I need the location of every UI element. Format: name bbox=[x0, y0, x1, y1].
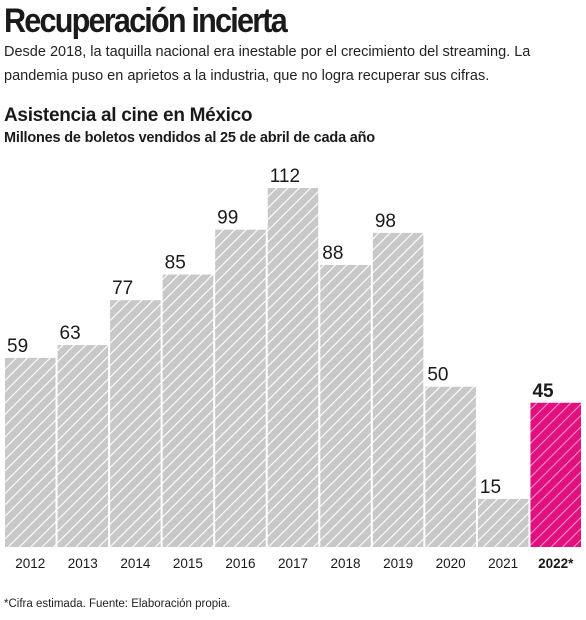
value-label-2017: 112 bbox=[270, 166, 300, 187]
x-tick-2022*: 2022* bbox=[538, 556, 574, 571]
bar-2022* bbox=[530, 402, 581, 547]
bar-2019 bbox=[372, 232, 424, 547]
bar-2013 bbox=[57, 345, 109, 547]
bar-2012 bbox=[5, 357, 56, 547]
chart-subtitle: Millones de boletos vendidos al 25 de ab… bbox=[4, 130, 375, 146]
bar-2018 bbox=[320, 264, 371, 547]
value-label-2021: 15 bbox=[480, 477, 501, 498]
x-tick-2015: 2015 bbox=[173, 556, 203, 571]
x-tick-2020: 2020 bbox=[436, 556, 466, 571]
x-tick-2017: 2017 bbox=[278, 556, 308, 571]
value-label-2019: 98 bbox=[375, 211, 396, 232]
x-tick-2021: 2021 bbox=[488, 556, 518, 571]
x-tick-2016: 2016 bbox=[225, 556, 255, 571]
bars-group bbox=[5, 188, 581, 547]
x-tick-2014: 2014 bbox=[120, 556, 151, 571]
value-label-2014: 77 bbox=[112, 278, 133, 299]
bar-2021 bbox=[477, 498, 529, 547]
x-tick-2012: 2012 bbox=[15, 556, 45, 571]
x-tick-2019: 2019 bbox=[383, 556, 413, 571]
bar-2017 bbox=[267, 188, 319, 547]
bar-2020 bbox=[425, 386, 476, 547]
value-label-2012: 59 bbox=[7, 336, 28, 357]
bar-2016 bbox=[215, 229, 266, 547]
bar-2014 bbox=[110, 300, 161, 547]
x-tick-labels-group: 2012 2013 2014 2015 2016 2017 2018 2019 2020 2021… bbox=[15, 556, 574, 571]
value-labels-group: 59 63 77 85 99 112 88 98 50 15 45 bbox=[7, 166, 554, 498]
chart-title: Asistencia al cine en México bbox=[4, 105, 253, 126]
x-tick-2018: 2018 bbox=[331, 556, 361, 571]
value-label-2013: 63 bbox=[60, 323, 81, 344]
value-label-2020: 50 bbox=[427, 365, 448, 386]
value-label-2022*: 45 bbox=[532, 381, 554, 402]
x-tick-2013: 2013 bbox=[68, 556, 98, 571]
bar-2015 bbox=[162, 274, 214, 547]
footnote: *Cifra estimada. Fuente: Elaboración pro… bbox=[4, 598, 231, 610]
value-label-2018: 88 bbox=[322, 243, 343, 264]
value-label-2016: 99 bbox=[217, 208, 238, 229]
dek-text: Desde 2018, la taquilla nacional era ine… bbox=[4, 44, 531, 84]
headline: Recuperación incierta bbox=[4, 2, 288, 40]
value-label-2015: 85 bbox=[165, 253, 186, 274]
